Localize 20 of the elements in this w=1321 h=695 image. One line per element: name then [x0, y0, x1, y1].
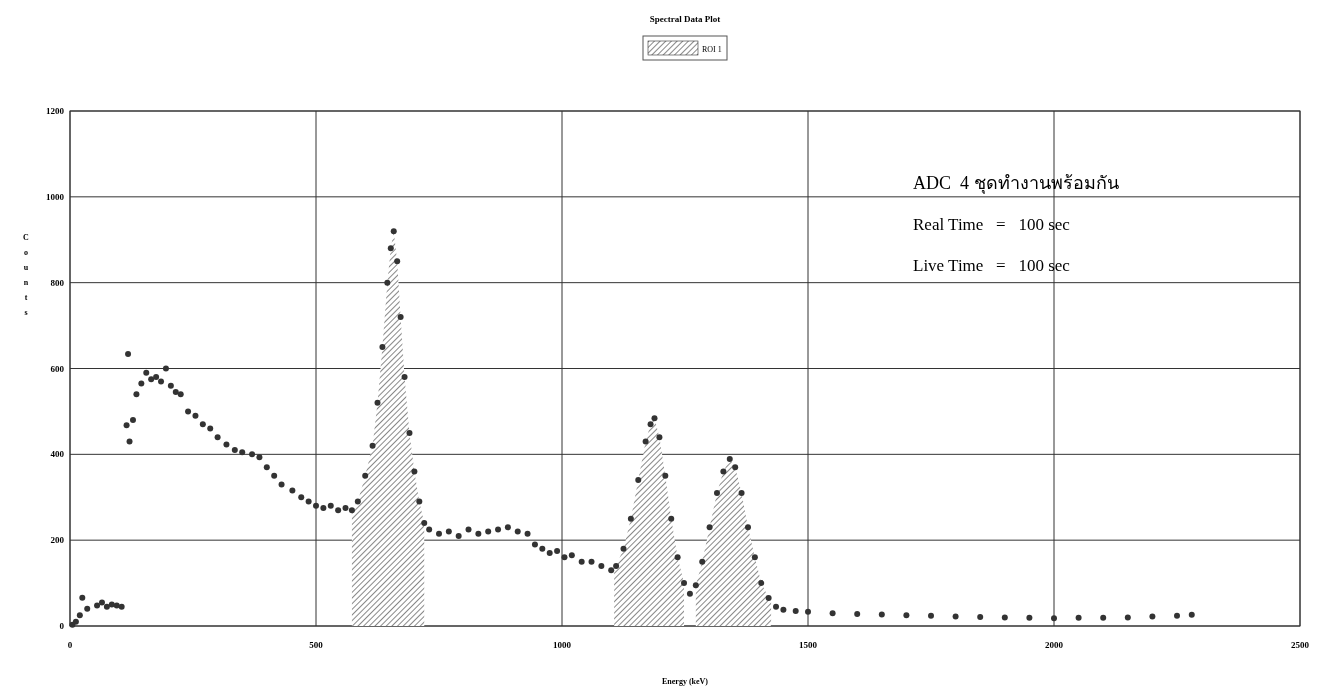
annotation: Real Time = 100 sec	[913, 214, 1071, 234]
x-tick-label: 0	[67, 640, 73, 650]
x-tick-label: 1000	[553, 640, 572, 650]
text: ROI 1	[702, 45, 722, 54]
y-tick-label: 1200	[46, 106, 65, 116]
y-tick-label: 600	[50, 363, 65, 374]
x-tick-label: 500	[309, 640, 324, 650]
x-axis-title: Energy (keV)	[662, 677, 709, 686]
x-tick-label: 1500	[799, 640, 818, 650]
x-tick-label: 2000	[1045, 640, 1064, 650]
y-tick-label: 200	[50, 535, 65, 546]
y-tick-label: 400	[50, 449, 65, 460]
y-tick-label: 0	[59, 621, 65, 631]
y-axis-title: Counts	[23, 232, 30, 317]
annotation: Live Time = 100 sec	[913, 255, 1071, 275]
y-tick-label: 800	[50, 277, 65, 288]
y-tick-label: 1000	[46, 191, 65, 202]
x-tick-label: 2500	[1291, 640, 1310, 650]
annotation: ADC 4 ชุดทำงานพร้อมกัน	[913, 172, 1119, 194]
chart-title: Spectral Data Plot	[649, 14, 721, 24]
